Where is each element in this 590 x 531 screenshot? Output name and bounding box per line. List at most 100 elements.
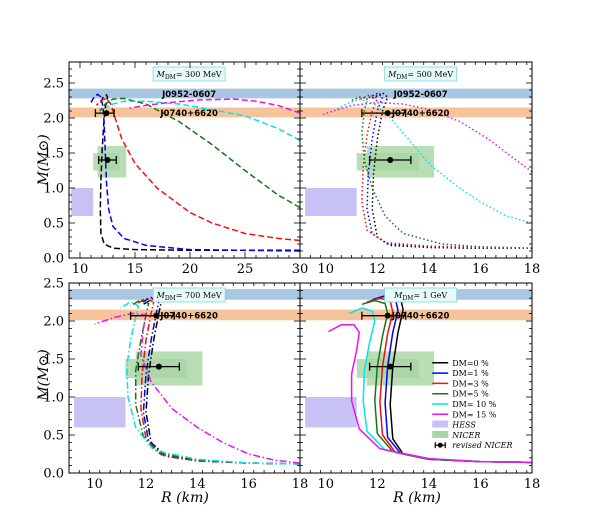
dm-mass-label: MDM= 500 MeV <box>387 70 453 81</box>
x-tick-label: 12 <box>369 477 386 492</box>
dm-mass-label: MDM= 700 MeV <box>156 291 222 302</box>
j0952-band <box>69 88 300 99</box>
y-axis-label-bottom: M(M⊙) <box>36 349 52 401</box>
y-tick-label: 2.5 <box>43 77 64 92</box>
y-tick-label: 1.5 <box>43 353 64 368</box>
dm-mass-value: = 700 MeV <box>176 291 222 300</box>
dm-mass-box <box>152 66 226 82</box>
j0740-label: J0740+6620 <box>159 109 218 119</box>
y-tick-label: 1.5 <box>43 147 64 162</box>
x-tick-label: 12 <box>369 262 386 277</box>
legend-label: DM= 15 % <box>452 410 497 419</box>
series-line <box>328 324 532 464</box>
y-tick-label: 0.0 <box>43 252 64 267</box>
dm-mass-label: MDM= 1 GeV <box>393 291 447 302</box>
x-axis-label-right: R (km) <box>392 490 441 506</box>
legend-label: DM=3 % <box>452 379 489 388</box>
j0740-label: J0740+6620 <box>391 311 450 321</box>
dm-mass-symbol: M <box>156 291 166 300</box>
series-line <box>99 97 300 209</box>
dm-mass-value: = 300 MeV <box>176 70 222 79</box>
dm-mass-subscript: DM <box>165 295 176 302</box>
x-tick-label: 16 <box>240 477 257 492</box>
revised-nicer-point <box>387 363 394 370</box>
x-tick-label: 25 <box>237 262 254 277</box>
series-line <box>106 100 300 142</box>
j0740-band <box>69 309 300 321</box>
revised-nicer-point <box>155 363 162 370</box>
y-tick-label: 2.5 <box>43 277 64 292</box>
panel-frame <box>299 282 533 474</box>
series-line <box>335 98 532 224</box>
legend-label: revised NICER <box>452 441 512 450</box>
series-line <box>135 297 300 465</box>
y-axis-label-top: M(M⊙) <box>36 134 52 186</box>
series-line <box>90 93 300 252</box>
y-tick-label: 1.0 <box>43 391 64 406</box>
x-tick-label: 10 <box>318 477 335 492</box>
x-axis-label-left: R (km) <box>160 490 209 506</box>
x-tick-label: 14 <box>189 477 206 492</box>
series-line <box>129 98 300 114</box>
series-line <box>99 94 300 252</box>
series-line <box>130 298 300 465</box>
nicer-box <box>356 153 419 171</box>
dm-mass-subscript: DM <box>396 74 407 81</box>
y-tick-label: 2.0 <box>43 315 64 330</box>
series-line <box>119 301 300 465</box>
y-tick-label: 0.5 <box>43 217 64 232</box>
hess-box <box>305 188 357 216</box>
legend: DM=0 %DM=1 %DM=3 % DM=5 %DM= 10 %DM= 15 %… <box>432 359 513 450</box>
dm-mass-box <box>384 287 458 303</box>
legend-label: DM=0 % <box>452 359 489 368</box>
j0740-band <box>300 309 532 321</box>
dm-mass-symbol: M <box>387 70 397 79</box>
dm-mass-box <box>152 287 226 303</box>
x-tick-label: 10 <box>318 262 335 277</box>
x-axis-labels: R (km) R (km) <box>160 490 441 506</box>
series-line <box>95 97 300 242</box>
dm-mass-symbol: M <box>393 291 403 300</box>
x-tick-label: 18 <box>524 477 541 492</box>
x-tick-label: 20 <box>182 262 199 277</box>
j0952-label: J0952-0607 <box>161 90 216 100</box>
legend-label: DM= 10 % <box>452 400 497 409</box>
revised-nicer-point <box>384 110 391 117</box>
x-tick-label: 18 <box>524 262 541 277</box>
hess-box <box>71 188 94 216</box>
hess-box <box>74 397 126 428</box>
series-line <box>94 312 300 464</box>
revised-nicer-point <box>153 312 160 319</box>
revised-nicer-point <box>103 110 110 117</box>
y-tick-label: 2.0 <box>43 112 64 127</box>
x-tick-label: 14 <box>421 477 438 492</box>
panel-p300: J0952-0607 J0740+6620 MDM= 300 MeV 10 15 20 25… <box>43 61 309 277</box>
revised-nicer-point <box>384 312 391 319</box>
hess-box <box>305 397 357 428</box>
j0952-band <box>300 88 532 99</box>
legend-label: NICER <box>451 431 480 440</box>
y-axis-labels: M(M⊙) M(M⊙) <box>36 134 52 401</box>
dm-mass-value: = 500 MeV <box>407 70 453 79</box>
legend-errorbar-point <box>437 442 443 448</box>
dm-mass-subscript: DM <box>402 295 413 302</box>
dm-mass-label: MDM= 300 MeV <box>156 70 222 81</box>
y-tick-label: 0.0 <box>43 467 64 482</box>
legend-label: HESS <box>451 421 476 430</box>
x-tick-label: 30 <box>292 262 309 277</box>
x-tick-label: 10 <box>72 262 89 277</box>
j0740-label: J0740+6620 <box>391 109 450 119</box>
series-line <box>351 96 532 249</box>
x-tick-label: 12 <box>138 477 155 492</box>
legend-patch <box>432 420 449 428</box>
x-tick-label: 15 <box>127 262 144 277</box>
series-line <box>371 92 532 249</box>
panel-plot-area <box>69 88 300 252</box>
revised-nicer-point <box>104 157 111 163</box>
dm-mass-value: = 1 GeV <box>413 291 447 300</box>
dm-mass-box <box>384 66 458 82</box>
